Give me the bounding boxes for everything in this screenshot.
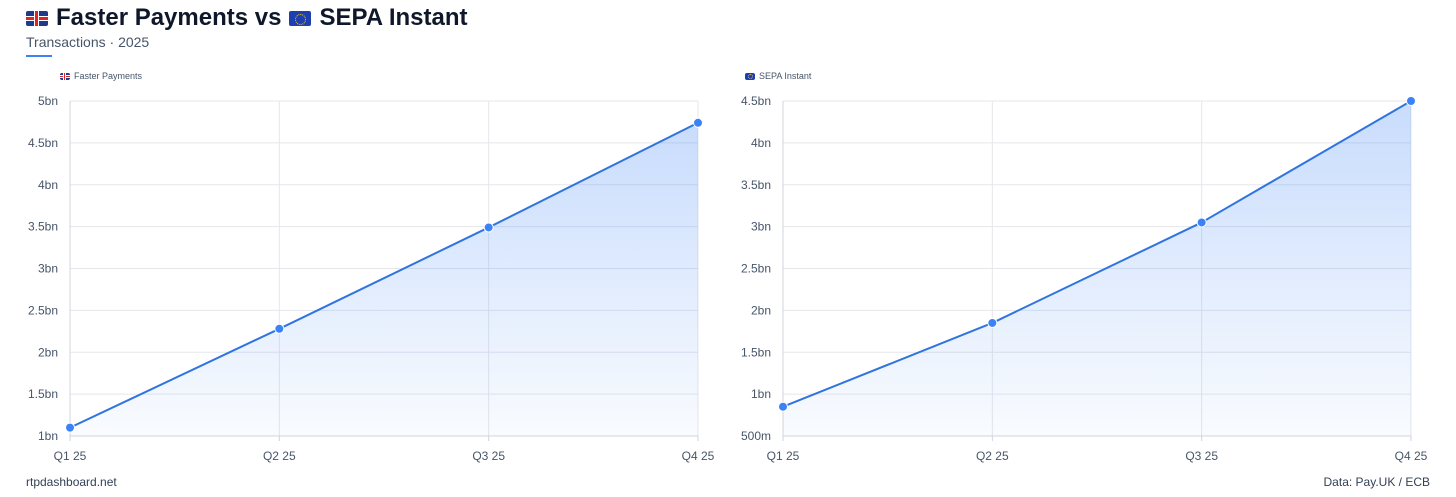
y-tick-label: 4.5bn bbox=[741, 94, 771, 108]
series-line bbox=[782, 100, 1412, 408]
x-tick-label: Q1 25 bbox=[767, 449, 800, 463]
y-tick-label: 4bn bbox=[751, 136, 771, 150]
data-point bbox=[1406, 96, 1416, 106]
page-title: Faster Payments vs SEPA Instant bbox=[26, 4, 468, 32]
y-tick-label: 1.5bn bbox=[741, 345, 771, 359]
y-tick-label: 5bn bbox=[38, 94, 58, 108]
y-tick-label: 3.5bn bbox=[741, 178, 771, 192]
legend-label: SEPA Instant bbox=[759, 71, 812, 81]
data-point bbox=[778, 401, 788, 412]
y-tick-label: 3.5bn bbox=[28, 220, 58, 234]
data-point bbox=[483, 222, 494, 233]
y-tick-label: 4bn bbox=[38, 178, 58, 192]
data-point bbox=[274, 323, 285, 334]
eu-flag-icon bbox=[745, 72, 755, 80]
data-point bbox=[65, 422, 75, 433]
footer-source-site: rtpdashboard.net bbox=[26, 475, 117, 489]
series-area bbox=[70, 122, 698, 437]
y-tick-label: 1.5bn bbox=[28, 387, 58, 401]
y-tick-label: 2.5bn bbox=[741, 262, 771, 276]
data-point bbox=[987, 317, 998, 328]
chart-header: Faster Payments vs SEPA Instant Transact… bbox=[26, 4, 468, 57]
title-right: SEPA Instant bbox=[319, 4, 468, 31]
legend-sepa-instant: SEPA Instant bbox=[745, 71, 811, 81]
series-area bbox=[783, 101, 1411, 436]
title-underline bbox=[26, 55, 52, 57]
title-left: Faster Payments vs bbox=[56, 4, 282, 31]
legend-faster-payments: Faster Payments bbox=[60, 71, 142, 81]
y-tick-label: 1bn bbox=[751, 387, 771, 401]
uk-flag-icon bbox=[26, 10, 48, 26]
x-tick-label: Q2 25 bbox=[976, 449, 1009, 463]
page-subtitle: Transactions · 2025 bbox=[26, 34, 150, 50]
eu-flag-icon bbox=[289, 10, 312, 26]
y-tick-label: 3bn bbox=[38, 262, 58, 276]
data-point bbox=[693, 117, 703, 128]
y-tick-label: 2.5bn bbox=[28, 303, 58, 317]
x-tick-label: Q1 25 bbox=[54, 449, 87, 463]
data-point bbox=[1196, 217, 1207, 228]
y-tick-label: 3bn bbox=[751, 220, 771, 234]
y-tick-label: 500m bbox=[741, 429, 771, 443]
y-tick-label: 1bn bbox=[38, 429, 58, 443]
x-tick-label: Q3 25 bbox=[472, 449, 505, 463]
x-tick-label: Q3 25 bbox=[1185, 449, 1218, 463]
legend-label: Faster Payments bbox=[74, 71, 143, 81]
y-tick-label: 2bn bbox=[751, 303, 771, 317]
x-tick-label: Q2 25 bbox=[263, 449, 296, 463]
series-line bbox=[69, 121, 699, 429]
x-tick-label: Q4 25 bbox=[682, 449, 715, 463]
x-tick-label: Q4 25 bbox=[1395, 449, 1428, 463]
y-tick-label: 2bn bbox=[38, 345, 58, 359]
uk-flag-icon bbox=[60, 72, 70, 80]
y-tick-label: 4.5bn bbox=[28, 136, 58, 150]
footer-data-credit: Data: Pay.UK / ECB bbox=[1323, 475, 1430, 489]
